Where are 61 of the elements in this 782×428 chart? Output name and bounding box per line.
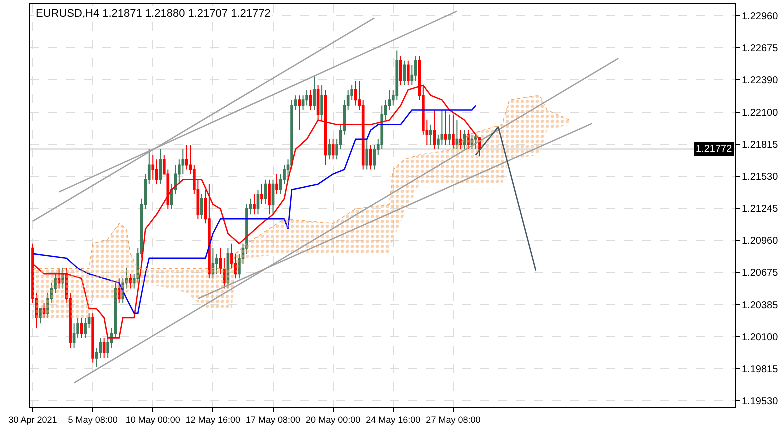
candlestick	[102, 338, 106, 359]
candlestick	[406, 60, 410, 86]
candlestick	[84, 317, 87, 339]
candlestick	[306, 90, 308, 106]
x-tick-label: 24 May 16:00	[366, 414, 421, 425]
candlestick	[448, 114, 452, 146]
y-tick-label: 1.22960	[742, 11, 779, 22]
y-tick-label: 1.20675	[742, 268, 779, 279]
x-tick-label: 17 May 08:00	[246, 414, 301, 425]
candlestick	[92, 312, 94, 364]
y-tick-label: 1.20100	[742, 332, 779, 344]
candlestick	[369, 144, 372, 170]
candlestick	[320, 85, 324, 121]
y-tick-label: 1.19815	[742, 364, 779, 376]
y-tick-label: 1.19530	[742, 396, 779, 408]
candlestick	[298, 95, 301, 131]
line-series	[32, 95, 570, 269]
y-tick-label: 1.21815	[742, 140, 779, 151]
candlestick	[328, 138, 331, 160]
candlestick	[264, 179, 268, 206]
candlestick	[324, 90, 328, 166]
candlestick	[313, 74, 316, 111]
y-tick-label: 1.20960	[742, 236, 779, 247]
candlestick	[256, 189, 260, 216]
y-tick-label: 1.22100	[742, 108, 779, 119]
candlestick	[430, 124, 432, 146]
candlestick	[399, 56, 402, 86]
x-tick-label: 27 May 08:00	[426, 414, 481, 425]
candlestick	[444, 110, 448, 146]
candlestick	[366, 138, 369, 170]
x-tick-label: 30 Apr 2021	[8, 414, 58, 425]
candlestick	[433, 110, 436, 150]
candlestick	[152, 154, 155, 180]
ref-line-label: 1.21772	[696, 144, 733, 155]
x-tick-label: 10 May 00:00	[126, 414, 180, 425]
y-tick-label: 1.20385	[742, 300, 779, 312]
candlestick	[332, 138, 335, 160]
candlestick	[260, 184, 264, 206]
candlestick	[186, 144, 188, 170]
candlestick	[354, 80, 358, 106]
candlestick	[414, 56, 418, 82]
candlestick	[200, 194, 204, 220]
candlestick	[253, 194, 256, 216]
candlestick	[80, 317, 84, 339]
y-tick-label: 1.22675	[742, 43, 779, 54]
candlestick	[272, 179, 275, 216]
y-tick-label: 1.22390	[742, 75, 779, 86]
x-tick-label: 20 May 00:00	[306, 414, 361, 425]
candlestick	[309, 90, 312, 111]
candlestick	[403, 60, 406, 86]
candlestick	[440, 110, 444, 146]
chart-title: EURUSD,H4 1.21871 1.21880 1.21707 1.21772	[36, 8, 271, 20]
candlestick	[452, 114, 455, 150]
y-tick-label: 1.21245	[742, 204, 779, 215]
candlestick	[268, 179, 271, 216]
candlestick	[155, 159, 158, 185]
x-tick-label: 5 May 08:00	[68, 414, 118, 425]
x-tick-label: 12 May 16:00	[186, 414, 240, 425]
candlestick	[276, 174, 278, 195]
y-tick-label: 1.21530	[742, 172, 779, 183]
candlestick	[159, 149, 162, 185]
